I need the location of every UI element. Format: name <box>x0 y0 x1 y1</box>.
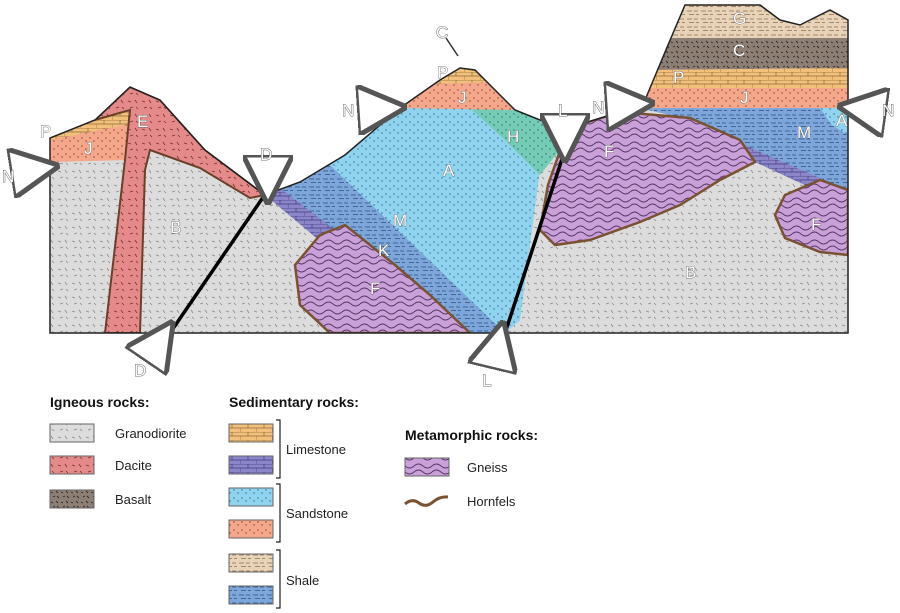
marker-n-far-right: N <box>882 101 894 120</box>
fault-d <box>168 189 270 334</box>
legend-label-gneiss: Gneiss <box>467 460 508 475</box>
central-gneiss <box>293 223 474 333</box>
legend-sedimentary: Sedimentary rocks: Limestone Sandstone S… <box>228 394 359 609</box>
legend-label-hornfels: Hornfels <box>467 494 516 509</box>
legend-label-granodiorite: Granodiorite <box>115 426 187 441</box>
unit-label-m-central: M <box>393 211 407 230</box>
arrow-n-right <box>610 104 640 106</box>
marker-l-top: L <box>558 101 567 120</box>
swatch-limestone-orange <box>228 423 274 443</box>
legend-label-sandstone: Sandstone <box>286 506 348 521</box>
left-limestone-layer <box>50 110 130 140</box>
swatch-shale-blue <box>228 585 274 605</box>
bracket-limestone <box>276 419 281 479</box>
legend-metamorphic: Metamorphic rocks: Gneiss Hornfels <box>404 427 538 509</box>
arrow-n-center <box>362 108 392 110</box>
legend-metamorphic-heading: Metamorphic rocks: <box>405 427 538 443</box>
unit-label-j-summit: J <box>458 88 467 107</box>
central-sandstone-h <box>470 108 560 175</box>
unit-label-b-left: B <box>170 218 181 237</box>
swatch-sandstone-salmon <box>228 519 274 539</box>
bracket-sandstone <box>276 483 281 543</box>
unit-label-b-right: B <box>685 263 696 282</box>
swatch-shale-tan <box>228 553 274 573</box>
marker-d-top: D <box>260 145 272 164</box>
swatch-sandstone-blue <box>228 487 274 507</box>
arrow-n-far-right <box>852 108 880 112</box>
right-limestone-p <box>650 68 848 88</box>
unit-label-p-right: P <box>673 68 684 87</box>
unit-label-f-lower-right: F <box>811 215 821 234</box>
unit-label-p-left: P <box>40 122 51 141</box>
marker-c: C <box>436 23 448 42</box>
legend-label-basalt: Basalt <box>115 492 152 507</box>
unit-label-f-central: F <box>370 279 380 298</box>
marker-n-right: N <box>592 98 604 117</box>
summit-limestone-p <box>436 68 488 84</box>
unit-label-j-left: J <box>84 139 93 158</box>
marker-d-bottom: D <box>134 361 146 380</box>
summit-sandstone-j <box>400 68 515 110</box>
unit-label-c-right: C <box>733 41 745 60</box>
arrow-l-bottom <box>494 335 500 360</box>
section-outline <box>49 4 849 334</box>
marker-n-center: N <box>342 101 354 120</box>
legend-igneous: Igneous rocks: Granodiorite Dacite Basal… <box>49 394 187 509</box>
swatch-granodiorite <box>49 423 95 443</box>
marker-n-left: N <box>2 167 14 186</box>
unit-label-g: G <box>733 9 746 28</box>
unit-label-a-central: A <box>443 161 455 180</box>
central-sandstone-a <box>330 108 540 333</box>
right-gneiss-lower <box>773 178 848 257</box>
legend-sedimentary-heading: Sedimentary rocks: <box>229 394 359 410</box>
swatch-hornfels <box>404 495 449 507</box>
legend-label-shale: Shale <box>286 573 319 588</box>
unit-label-e: E <box>137 112 148 131</box>
leader-c <box>445 37 459 57</box>
marker-l-bottom: L <box>482 371 491 390</box>
fault-l <box>503 149 567 334</box>
swatch-basalt <box>49 489 95 509</box>
unit-label-p-summit: P <box>437 63 448 82</box>
unit-label-k: K <box>378 241 390 260</box>
legend-igneous-heading: Igneous rocks: <box>50 394 150 410</box>
unit-label-a-right: A <box>836 111 848 130</box>
arrow-d-bottom <box>150 333 165 355</box>
legend-label-dacite: Dacite <box>115 458 152 473</box>
right-basalt-c <box>655 38 848 70</box>
legend-label-limestone: Limestone <box>286 442 346 457</box>
unit-label-f-right: F <box>604 142 614 161</box>
swatch-limestone-purple <box>228 455 274 475</box>
unit-label-m-right: M <box>797 123 811 142</box>
arrow-markers: C D D N N N N L L <box>2 23 895 391</box>
swatch-dacite <box>49 455 95 475</box>
right-sandstone-j <box>640 88 848 110</box>
unit-label-j-right: J <box>740 88 749 107</box>
arrow-n-left <box>20 168 45 172</box>
unit-label-h: H <box>507 127 519 146</box>
bracket-shale <box>276 549 281 609</box>
swatch-gneiss <box>404 457 450 477</box>
